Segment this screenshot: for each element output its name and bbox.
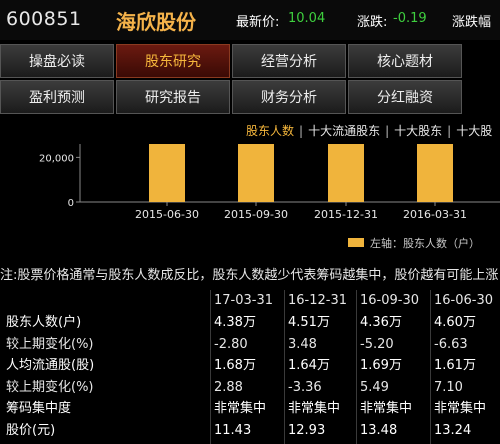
table-cell: 13.48	[360, 422, 398, 438]
table-cell: 非常集中	[434, 401, 487, 416]
table-cell: 2.88	[214, 379, 243, 395]
chart-subtabs: 股东人数 | 十大流通股东 | 十大股东 | 十大股	[246, 122, 492, 139]
table-cell: 7.10	[434, 379, 463, 395]
bar-2	[328, 144, 364, 202]
table-cell: -2.80	[214, 336, 248, 352]
tab-row2-1[interactable]: 研究报告	[116, 80, 230, 114]
stock-header: 600851 海欣股份 最新价: 10.04 涨跌: -0.19 涨跌幅	[0, 0, 500, 40]
row-label: 较上期变化(%)	[6, 336, 94, 352]
table-cell: -5.20	[360, 336, 394, 352]
table-divider	[430, 290, 431, 444]
subtab-0[interactable]: 股东人数	[246, 124, 295, 138]
x-tick-label: 2015-12-31	[314, 208, 378, 221]
tab-row1-1[interactable]: 股东研究	[116, 44, 230, 78]
period-header: 16-09-30	[360, 293, 420, 308]
y-tick-label: 0	[68, 198, 74, 209]
tab-row2-2[interactable]: 财务分析	[232, 80, 346, 114]
bar-1	[238, 144, 274, 202]
x-tick-label: 2015-06-30	[135, 208, 199, 221]
table-header-row: 17-03-31 16-12-31 16-09-30 16-06-30	[0, 290, 500, 311]
period-header: 16-06-30	[434, 293, 494, 308]
table-cell: 4.60万	[434, 315, 476, 330]
tab-row1-2[interactable]: 经营分析	[232, 44, 346, 78]
subtab-separator: |	[385, 124, 390, 138]
subtab-3[interactable]: 十大股	[456, 124, 493, 138]
table-cell: 4.38万	[214, 315, 256, 330]
row-label: 筹码集中度	[6, 401, 72, 416]
price-label: 最新价:	[236, 15, 280, 30]
table-cell: 非常集中	[288, 401, 341, 416]
legend-label: 左轴：股东人数（户）	[370, 236, 480, 250]
table-cell: 5.49	[360, 379, 389, 395]
change-value: -0.19	[393, 11, 427, 26]
change-label: 涨跌:	[357, 15, 388, 30]
price-value: 10.04	[288, 11, 326, 26]
table-cell: -6.63	[434, 336, 468, 352]
subtab-separator: |	[299, 124, 304, 138]
table-cell: 非常集中	[214, 401, 267, 416]
legend-swatch	[348, 238, 364, 247]
shareholder-count-chart: 20,000 0 2015-06-30 2015-09-30 2015-12-31 201…	[39, 144, 500, 250]
table-cell: -3.36	[288, 379, 322, 395]
table-row: 筹码集中度 非常集中 非常集中 非常集中 非常集中	[0, 398, 500, 419]
table-cell: 4.51万	[288, 315, 330, 330]
table-cell: 非常集中	[360, 401, 413, 416]
table-divider	[356, 290, 357, 444]
period-header: 16-12-31	[288, 293, 348, 308]
subtab-1[interactable]: 十大流通股东	[308, 124, 381, 138]
stock-code: 600851	[6, 8, 82, 30]
table-row: 较上期变化(%) 2.88 -3.36 5.49 7.10	[0, 377, 500, 398]
row-label: 股价(元)	[6, 422, 56, 438]
tab-row1-3[interactable]: 核心题材	[348, 44, 462, 78]
x-tick-label: 2016-03-31	[403, 208, 467, 221]
bar-0	[149, 144, 185, 202]
table-cell: 13.24	[434, 422, 472, 438]
table-cell: 1.68万	[214, 358, 256, 373]
table-row: 较上期变化(%) -2.80 3.48 -5.20 -6.63	[0, 334, 500, 355]
tab-row2-0[interactable]: 盈利预测	[0, 80, 114, 114]
table-cell: 4.36万	[360, 315, 402, 330]
tab-row1-0[interactable]: 操盘必读	[0, 44, 114, 78]
row-label: 人均流通股(股)	[6, 358, 95, 373]
bar-3	[417, 144, 453, 202]
x-tick-label: 2015-09-30	[224, 208, 288, 221]
table-cell: 11.43	[214, 422, 252, 438]
chart-note: 注:股票价格通常与股东人数成反比，股东人数越少代表筹码越集中，股价越有可能上涨	[0, 268, 499, 283]
subtab-separator: |	[447, 124, 452, 138]
row-label: 较上期变化(%)	[6, 379, 94, 395]
table-cell: 3.48	[288, 336, 317, 352]
y-tick-label: 20,000	[39, 153, 74, 164]
nav-tabs: 操盘必读 股东研究 经营分析 核心题材盈利预测 研究报告 财务分析 分红融资	[0, 40, 500, 114]
table-row: 人均流通股(股) 1.68万 1.64万 1.69万 1.61万	[0, 355, 500, 376]
table-row: 股东人数(户) 4.38万 4.51万 4.36万 4.60万	[0, 312, 500, 333]
table-divider	[210, 290, 211, 444]
table-row: 股价(元) 11.43 12.93 13.48 13.24	[0, 420, 500, 441]
table-cell: 1.69万	[360, 358, 402, 373]
stock-name: 海欣股份	[116, 10, 196, 34]
subtab-2[interactable]: 十大股东	[394, 124, 443, 138]
table-cell: 1.61万	[434, 358, 476, 373]
table-divider	[284, 290, 285, 444]
row-label: 股东人数(户)	[6, 315, 82, 330]
table-cell: 1.64万	[288, 358, 330, 373]
change-pct-label: 涨跌幅	[452, 15, 492, 30]
tab-row2-3[interactable]: 分红融资	[348, 80, 462, 114]
table-cell: 12.93	[288, 422, 326, 438]
period-header: 17-03-31	[214, 293, 274, 308]
